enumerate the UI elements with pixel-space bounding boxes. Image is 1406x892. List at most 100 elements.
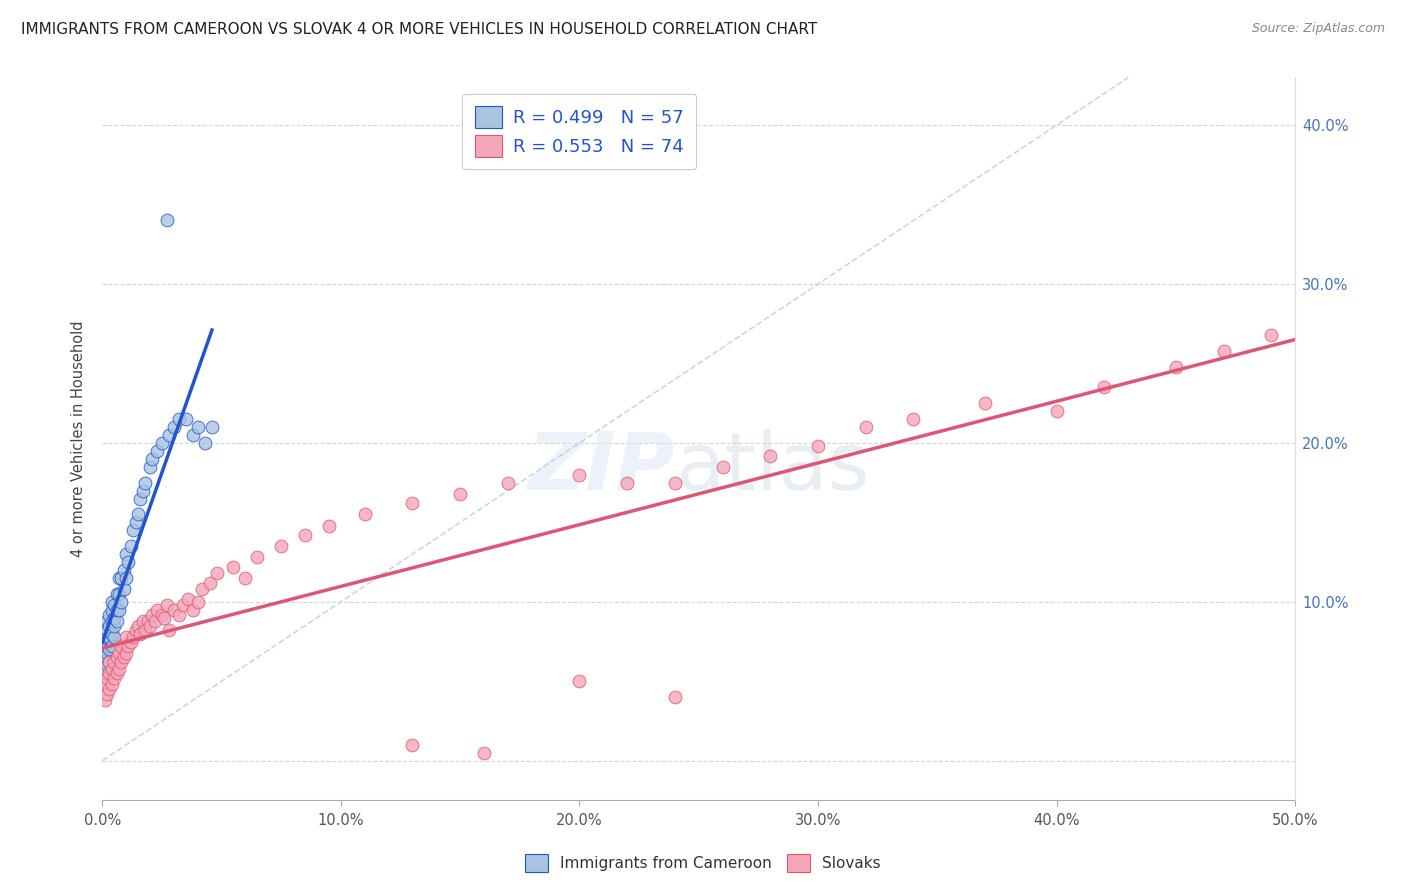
Point — [664, 690, 686, 705]
Point — [100, 640, 122, 654]
Point — [105, 587, 128, 601]
Point — [711, 459, 734, 474]
Point — [127, 618, 149, 632]
Point — [401, 738, 423, 752]
Point — [122, 630, 145, 644]
Point — [112, 563, 135, 577]
Point — [127, 508, 149, 522]
Point — [108, 661, 131, 675]
Point — [129, 491, 152, 506]
Point — [903, 412, 925, 426]
Point — [108, 603, 131, 617]
Point — [807, 439, 830, 453]
Point — [124, 624, 146, 638]
Point — [96, 640, 118, 654]
Point — [120, 539, 142, 553]
Point — [136, 614, 159, 628]
Point — [246, 550, 269, 565]
Point — [401, 496, 423, 510]
Point — [134, 475, 156, 490]
Point — [103, 618, 125, 632]
Point — [191, 582, 214, 596]
Point — [96, 630, 118, 644]
Point — [172, 598, 194, 612]
Point — [974, 396, 997, 410]
Point — [568, 674, 591, 689]
Point — [108, 571, 131, 585]
Point — [96, 624, 118, 638]
Point — [100, 626, 122, 640]
Point — [167, 607, 190, 622]
Text: atlas: atlas — [675, 429, 869, 507]
Point — [100, 614, 122, 628]
Point — [146, 603, 169, 617]
Point — [1092, 380, 1115, 394]
Point — [664, 475, 686, 490]
Point — [353, 508, 375, 522]
Point — [318, 518, 340, 533]
Point — [100, 595, 122, 609]
Point — [759, 449, 782, 463]
Point — [139, 618, 162, 632]
Point — [122, 524, 145, 538]
Point — [105, 650, 128, 665]
Point — [156, 213, 179, 227]
Point — [98, 630, 121, 644]
Point — [96, 614, 118, 628]
Point — [98, 655, 121, 669]
Point — [103, 655, 125, 669]
Point — [187, 420, 209, 434]
Point — [105, 666, 128, 681]
Point — [100, 603, 122, 617]
Legend: Immigrants from Cameroon, Slovaks: Immigrants from Cameroon, Slovaks — [517, 846, 889, 880]
Point — [163, 603, 186, 617]
Point — [235, 571, 257, 585]
Point — [96, 687, 118, 701]
Point — [100, 661, 122, 675]
Point — [294, 528, 316, 542]
Point — [167, 412, 190, 426]
Point — [96, 646, 118, 660]
Point — [568, 467, 591, 482]
Point — [855, 420, 877, 434]
Point — [132, 614, 155, 628]
Point — [153, 610, 176, 624]
Point — [472, 746, 495, 760]
Point — [181, 428, 204, 442]
Point — [139, 459, 162, 474]
Point — [103, 671, 125, 685]
Point — [496, 475, 519, 490]
Point — [129, 626, 152, 640]
Point — [108, 587, 131, 601]
Point — [110, 655, 132, 669]
Point — [449, 487, 471, 501]
Point — [1260, 327, 1282, 342]
Point — [124, 516, 146, 530]
Point — [115, 646, 138, 660]
Point — [93, 642, 115, 657]
Point — [163, 420, 186, 434]
Point — [103, 610, 125, 624]
Point — [103, 598, 125, 612]
Point — [194, 436, 217, 450]
Point — [222, 559, 245, 574]
Point — [181, 603, 204, 617]
Point — [98, 666, 121, 681]
Y-axis label: 4 or more Vehicles in Household: 4 or more Vehicles in Household — [72, 321, 86, 558]
Point — [117, 555, 139, 569]
Point — [112, 582, 135, 596]
Point — [270, 539, 292, 553]
Text: IMMIGRANTS FROM CAMEROON VS SLOVAK 4 OR MORE VEHICLES IN HOUSEHOLD CORRELATION C: IMMIGRANTS FROM CAMEROON VS SLOVAK 4 OR … — [21, 22, 817, 37]
Point — [96, 671, 118, 685]
Point — [150, 607, 173, 622]
Point — [103, 630, 125, 644]
Point — [156, 598, 179, 612]
Legend: R = 0.499   N = 57, R = 0.553   N = 74: R = 0.499 N = 57, R = 0.553 N = 74 — [463, 94, 696, 169]
Point — [205, 566, 228, 581]
Point — [93, 677, 115, 691]
Point — [132, 483, 155, 498]
Point — [1164, 359, 1187, 374]
Text: ZIP: ZIP — [527, 429, 675, 507]
Point — [187, 595, 209, 609]
Point — [110, 640, 132, 654]
